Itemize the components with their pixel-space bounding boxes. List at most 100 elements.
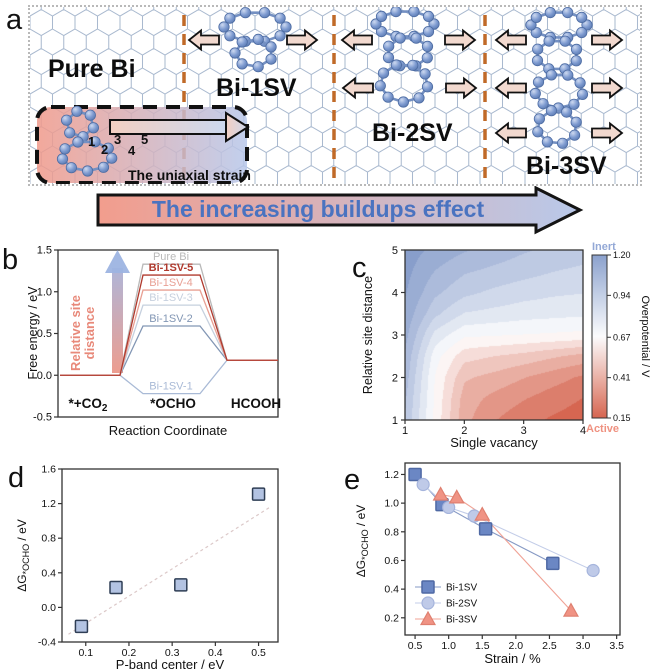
- svg-text:1.0: 1.0: [384, 498, 399, 510]
- series-Bi-1SV-5: [60, 274, 278, 376]
- strain-arrow-left: [187, 28, 220, 52]
- panel-e-scatter-chart: 0.5 1.0 1.5 2.0 2.5 3.0 3.5 0.2 0.4 0.6 0.8 1.0 1.2 B…: [335, 455, 650, 671]
- stage-ocho: *OCHO: [150, 396, 196, 411]
- panel-c-heatmap-chart: 1 2 3 4 1 2 3 4 5 Single vacancy Relative site dis…: [340, 238, 650, 457]
- strain-arrow-right: [444, 28, 477, 52]
- svg-text:0.3: 0.3: [165, 647, 180, 659]
- panel-letter-d: d: [8, 462, 25, 494]
- strain-arrow-right: [591, 28, 624, 52]
- strained-bi-cluster: [56, 105, 118, 177]
- svg-text:0.0: 0.0: [41, 602, 56, 614]
- stage-hcooh: HCOOH: [231, 396, 281, 411]
- x-axis-label: P-band center / eV: [116, 657, 225, 671]
- svg-text:1.0: 1.0: [441, 640, 456, 652]
- svg-text:3.5: 3.5: [609, 640, 624, 652]
- svg-text:3: 3: [392, 330, 398, 342]
- svg-text:0.5: 0.5: [37, 328, 52, 340]
- site-distance-annotation: Relative sitedistance: [68, 295, 97, 371]
- svg-text:0.2: 0.2: [384, 612, 399, 624]
- strain-arrow-left: [340, 28, 373, 52]
- strain-step-2: 2: [101, 142, 109, 157]
- svg-text:1.2: 1.2: [384, 469, 399, 481]
- svg-text:3: 3: [521, 425, 527, 437]
- svg-text:0.4: 0.4: [208, 647, 223, 659]
- svg-text:-0.5: -0.5: [33, 412, 52, 424]
- legend-label: Bi-2SV: [446, 599, 477, 610]
- svg-text:1.6: 1.6: [41, 464, 56, 476]
- svg-text:2.5: 2.5: [542, 640, 557, 652]
- strain-step-1: 1: [88, 134, 96, 149]
- svg-text:0.4: 0.4: [41, 567, 56, 579]
- svg-text:0.1: 0.1: [78, 647, 93, 659]
- strain-step-3: 3: [114, 132, 122, 147]
- svg-text:4: 4: [580, 425, 586, 437]
- banner-text: The increasing buildups effect: [151, 196, 485, 222]
- strain-arrow-left: [341, 76, 374, 100]
- svg-text:4: 4: [392, 288, 398, 300]
- axes-box: [404, 462, 621, 636]
- active-label: Active: [586, 423, 619, 435]
- svg-text:0.6: 0.6: [384, 555, 399, 567]
- axes-box: [404, 249, 584, 421]
- svg-text:1.20: 1.20: [613, 250, 631, 260]
- trend-line: [68, 505, 272, 635]
- panel-letter-b: b: [2, 244, 19, 276]
- series-line-Bi-3SV: [440, 493, 572, 611]
- y-axis-label: Relative site distance: [361, 276, 375, 394]
- svg-text:2: 2: [461, 425, 467, 437]
- x-axis-label: Reaction Coordinate: [109, 423, 228, 438]
- inert-label: Inert: [592, 241, 616, 253]
- banner-arrow-shape: [96, 185, 584, 235]
- svg-text:3.0: 3.0: [576, 640, 591, 652]
- svg-text:1.5: 1.5: [475, 640, 490, 652]
- banner-arrow-graphic: [96, 185, 584, 235]
- bi-3sv-label: Bi-3SV: [526, 152, 607, 180]
- svg-text:0.5: 0.5: [251, 647, 266, 659]
- panel-a-schematic: Pure Bi Bi-1SV Bi-2SV Bi-3SV 1 2 3 4 5 T…: [18, 0, 650, 212]
- strain-arrow-right: [591, 121, 624, 145]
- bi-2sv-label: Bi-2SV: [372, 119, 453, 147]
- svg-text:0.4: 0.4: [384, 584, 399, 596]
- stage-co2: *+CO2: [69, 396, 108, 414]
- svg-text:0.15: 0.15: [613, 413, 631, 423]
- colorbar: [591, 254, 608, 419]
- legend-label: Bi-1SV: [446, 583, 477, 594]
- y-axis-label: ΔG*OCHO / eV: [354, 505, 370, 578]
- svg-text:1.2: 1.2: [41, 498, 56, 510]
- strain-arrow: [109, 119, 227, 135]
- series-label: Bi-1SV-2: [149, 313, 192, 325]
- svg-text:0.67: 0.67: [613, 332, 631, 342]
- x-axis-label: Strain / %: [484, 651, 541, 666]
- pure-bi-label: Pure Bi: [48, 55, 136, 83]
- colorbar-label: Overpotential / V: [639, 296, 650, 379]
- series-line-Bi-2SV: [422, 484, 594, 571]
- strain-arrow-left: [494, 121, 527, 145]
- strain-arrow-left: [494, 28, 527, 52]
- uniaxial-strain-caption: The uniaxial strain: [128, 167, 251, 183]
- strain-arrow-right: [591, 76, 624, 100]
- panel-d-scatter-chart: 0.1 0.2 0.3 0.4 0.5 -0.4 0.0 0.4 0.8 1.2 1.6 P-band…: [10, 455, 310, 671]
- strain-step-5: 5: [141, 132, 149, 147]
- svg-text:-0.4: -0.4: [38, 637, 56, 649]
- legend-label: Bi-3SV: [446, 615, 477, 626]
- svg-text:0.0: 0.0: [37, 370, 52, 382]
- overpotential-heatmap: [405, 250, 583, 420]
- strain-step-4: 4: [128, 143, 136, 158]
- svg-text:5: 5: [392, 245, 398, 257]
- bi-3sv-cluster: [525, 7, 593, 149]
- strain-arrow-left: [494, 76, 527, 100]
- strain-arrow-right: [286, 28, 319, 52]
- svg-text:1.0: 1.0: [37, 286, 52, 298]
- series-label: Bi-1SV-4: [149, 277, 192, 289]
- svg-text:1: 1: [392, 415, 398, 427]
- svg-text:2.0: 2.0: [509, 640, 524, 652]
- bi-2sv-cluster: [370, 6, 440, 108]
- y-axis-label: Free energy / eV: [28, 286, 40, 380]
- series-label: Bi-1SV-5: [149, 262, 194, 274]
- bi-1sv-cluster: [218, 7, 292, 73]
- lattice-clusters-graphic: [18, 0, 650, 212]
- panel-letter-e: e: [344, 464, 361, 496]
- bi-1sv-label: Bi-1SV: [216, 74, 297, 102]
- panel-letter-c: c: [352, 252, 367, 284]
